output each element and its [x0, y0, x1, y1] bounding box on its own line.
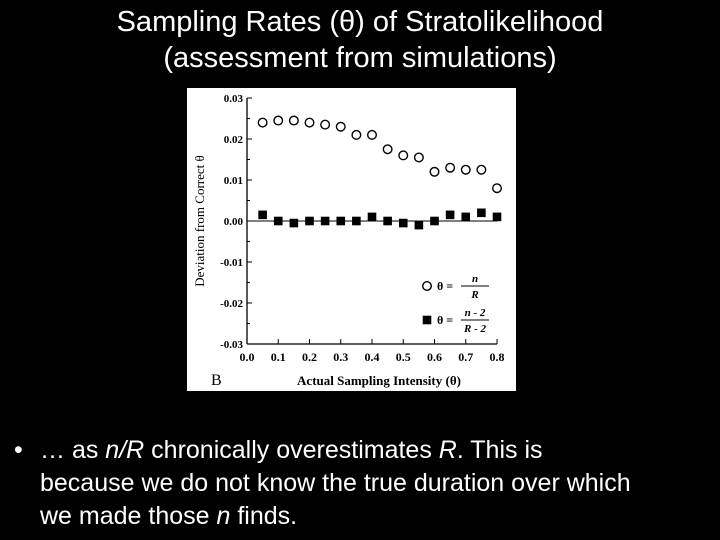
data-point-circle — [273, 115, 284, 126]
data-point-circle — [492, 183, 503, 194]
data-point-circle — [320, 119, 331, 130]
data-point-square — [305, 216, 314, 226]
y-tick-label: -0.01 — [220, 257, 243, 269]
data-point-square — [352, 216, 361, 226]
bullet-line-2: because we do not know the true duration… — [40, 469, 631, 497]
x-tick-label: 0.1 — [271, 350, 286, 364]
data-point-circle — [413, 152, 424, 163]
x-tick-label: 0.4 — [365, 350, 380, 364]
slide-title: Sampling Rates (θ) of Stratolikelihood (… — [0, 4, 720, 76]
bullet-text-segment: we made those — [40, 502, 217, 530]
bullet-line-3: we made those n finds. — [40, 500, 714, 533]
y-tick-label: -0.02 — [220, 298, 243, 310]
legend-denominator: R — [470, 289, 478, 301]
y-tick-label: 0.02 — [224, 134, 244, 146]
x-tick-label: 0.2 — [302, 350, 317, 364]
data-point-square — [492, 212, 502, 222]
legend-marker — [422, 315, 432, 325]
bullet-italic-slash: / — [119, 436, 127, 464]
bullet-text-segment: . This is — [456, 436, 543, 464]
data-point-square — [289, 218, 299, 228]
chart-figure: 0.03 0.02 0.01 0.00 -0.01 -0.02 -0.03 0.0 0.1 0.2… — [187, 88, 516, 391]
data-point-circle — [351, 129, 362, 140]
data-point-circle — [445, 162, 456, 173]
y-tick-label: 0.03 — [224, 93, 244, 105]
legend-marker — [421, 280, 432, 291]
data-point-square — [320, 216, 330, 226]
data-point-square — [258, 210, 267, 220]
data-point-circle — [288, 115, 299, 126]
data-point-square — [367, 212, 377, 222]
x-tick-label: 0.8 — [490, 350, 505, 364]
legend-lhs: θ = — [437, 313, 453, 327]
y-axis-title: Deviation from Correct θ — [192, 155, 207, 287]
data-point-circle — [335, 121, 346, 132]
legend-denominator: R - 2 — [463, 323, 487, 335]
data-point-circle — [429, 166, 440, 177]
data-point-square — [273, 216, 283, 226]
legend-numerator: n - 2 — [465, 307, 486, 319]
data-point-circle — [366, 129, 377, 140]
y-tick-label: 0.00 — [224, 216, 244, 228]
panel-label: B — [211, 372, 222, 389]
data-point-square — [398, 218, 408, 228]
data-point-square — [430, 216, 439, 226]
bullet-italic-n: n — [216, 502, 231, 530]
x-tick-label: 0.7 — [458, 350, 473, 364]
data-point-square — [477, 208, 486, 218]
x-tick-label: 0.5 — [396, 350, 411, 364]
bullet-italic-n: n — [105, 436, 120, 464]
data-point-square — [383, 216, 392, 226]
x-tick-label: 0.3 — [333, 350, 348, 364]
legend-lhs: θ = — [437, 279, 453, 293]
y-tick-label: 0.01 — [224, 175, 243, 187]
bullet-italic-r: R — [438, 436, 457, 464]
bullet-text-segment: finds. — [230, 502, 298, 530]
data-point-circle — [257, 117, 268, 128]
x-tick-label: 0.0 — [240, 350, 255, 364]
data-point-circle — [460, 164, 471, 175]
bullet-text: … as n/R chronically overestimates R. Th… — [40, 434, 714, 533]
x-axis-title: Actual Sampling Intensity (θ) — [297, 373, 461, 388]
bullet-italic-r: R — [126, 436, 145, 464]
bullet-text-segment: chronically overestimates — [144, 436, 439, 464]
data-point-square — [414, 220, 424, 230]
scatter-chart: 0.03 0.02 0.01 0.00 -0.01 -0.02 -0.030.0 0.1 0.2… — [192, 93, 505, 389]
data-point-circle — [382, 144, 393, 155]
x-tick-label: 0.6 — [427, 350, 442, 364]
data-point-circle — [398, 150, 409, 161]
data-point-square — [336, 216, 346, 226]
bullet-text-segment: … as — [40, 436, 106, 464]
title-line-2: (assessment from simulations) — [163, 42, 557, 74]
data-point-square — [445, 210, 455, 220]
y-tick-label: -0.03 — [220, 339, 243, 351]
bullet-marker: • — [14, 436, 23, 464]
data-point-square — [461, 212, 471, 222]
title-line-1: Sampling Rates (θ) of Stratolikelihood — [116, 6, 604, 38]
bullet-line-1: … as n/R chronically overestimates R. Th… — [40, 434, 714, 467]
data-point-circle — [304, 117, 315, 128]
data-point-circle — [476, 164, 487, 175]
legend-numerator: n — [472, 273, 478, 285]
